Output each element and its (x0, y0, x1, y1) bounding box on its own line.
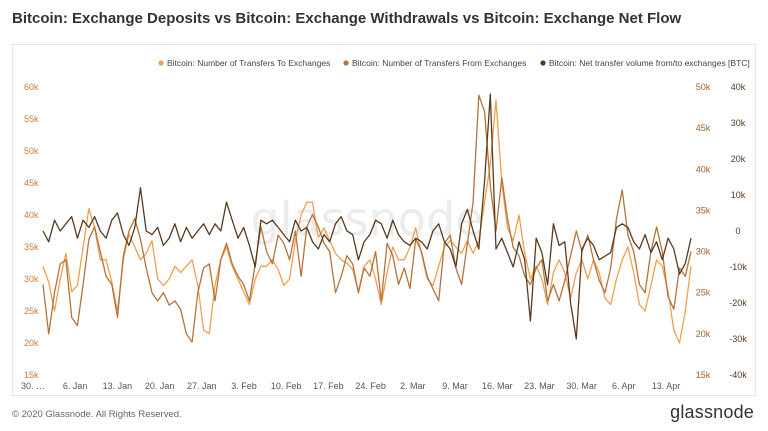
x-axis-tick: 9. Mar (442, 381, 468, 391)
right-inner-axis-tick: 30k (696, 247, 711, 257)
series-line-withdrawals (42, 94, 692, 343)
chart-area: glassnode Bitcoin: Number of Transfers To… (12, 44, 756, 396)
right-inner-axis-tick: 40k (696, 164, 711, 174)
legend-label-1: Bitcoin: Number of Transfers To Exchange… (167, 58, 330, 68)
legend-label-3: Bitcoin: Net transfer volume from/to exc… (549, 58, 750, 68)
x-axis-tick: 20. Jan (145, 381, 175, 391)
left-axis-tick: 55k (24, 114, 39, 124)
series-line-deposits (42, 99, 692, 344)
x-axis-tick: 24. Feb (355, 381, 386, 391)
x-axis-tick: 30. Mar (566, 381, 597, 391)
legend-marker-1 (158, 60, 164, 66)
right-outer-axis-tick: -10k (729, 262, 747, 272)
series-netflow (42, 93, 692, 340)
x-axis-tick: 3. Feb (231, 381, 257, 391)
left-axis-tick: 50k (24, 146, 39, 156)
x-axis-tick: 30. … (21, 381, 45, 391)
x-axis-tick: 16. Mar (482, 381, 513, 391)
right-outer-axis-tick: -40k (729, 370, 747, 380)
left-axis-tick: 25k (24, 306, 39, 316)
chart-title: Bitcoin: Exchange Deposits vs Bitcoin: E… (12, 10, 682, 27)
right-outer-axis-tick: 40k (731, 82, 746, 92)
left-axis-tick: 15k (24, 370, 39, 380)
legend-marker-3 (540, 60, 546, 66)
left-axis-tick: 60k (24, 82, 39, 92)
x-axis-tick: 13. Jan (103, 381, 133, 391)
right-outer-axis-tick: 20k (731, 154, 746, 164)
x-axis-tick: 2. Mar (400, 381, 426, 391)
watermark-text: glassnode (251, 192, 484, 246)
copyright-text: © 2020 Glassnode. All Rights Reserved. (12, 409, 182, 420)
x-axis-tick: 23. Mar (524, 381, 555, 391)
right-outer-axis-tick: 30k (731, 118, 746, 128)
right-inner-axis-tick: 15k (696, 370, 711, 380)
right-inner-axis-tick: 45k (696, 123, 711, 133)
series-withdrawals (42, 94, 692, 343)
left-axis-tick: 45k (24, 178, 39, 188)
right-outer-axis-tick: -20k (729, 298, 747, 308)
x-axis-tick: 6. Jan (63, 381, 88, 391)
x-axis-tick: 13. Apr (652, 381, 681, 391)
left-axis-tick: 40k (24, 210, 39, 220)
right-inner-axis-tick: 50k (696, 82, 711, 92)
glassnode-logo[interactable]: glassnode (670, 402, 754, 422)
x-axis-tick: 27. Jan (187, 381, 217, 391)
legend-label-2: Bitcoin: Number of Transfers From Exchan… (352, 58, 526, 68)
right-outer-axis-tick: 10k (731, 190, 746, 200)
legend-marker-2 (343, 60, 349, 66)
right-outer-axis-tick: -30k (729, 334, 747, 344)
right-inner-axis-tick: 35k (696, 205, 711, 215)
right-outer-axis-tick: 0 (735, 226, 740, 236)
left-axis-tick: 35k (24, 242, 39, 252)
series-line-netflow (42, 93, 692, 340)
right-inner-axis-tick: 20k (696, 329, 711, 339)
left-axis-tick: 20k (24, 338, 39, 348)
x-axis-tick: 10. Feb (271, 381, 302, 391)
x-axis-tick: 6. Apr (612, 381, 636, 391)
x-axis-tick: 17. Feb (313, 381, 344, 391)
chart-svg: glassnode Bitcoin: Number of Transfers To… (21, 58, 750, 391)
right-inner-axis-tick: 25k (696, 288, 711, 298)
left-axis-tick: 30k (24, 274, 39, 284)
